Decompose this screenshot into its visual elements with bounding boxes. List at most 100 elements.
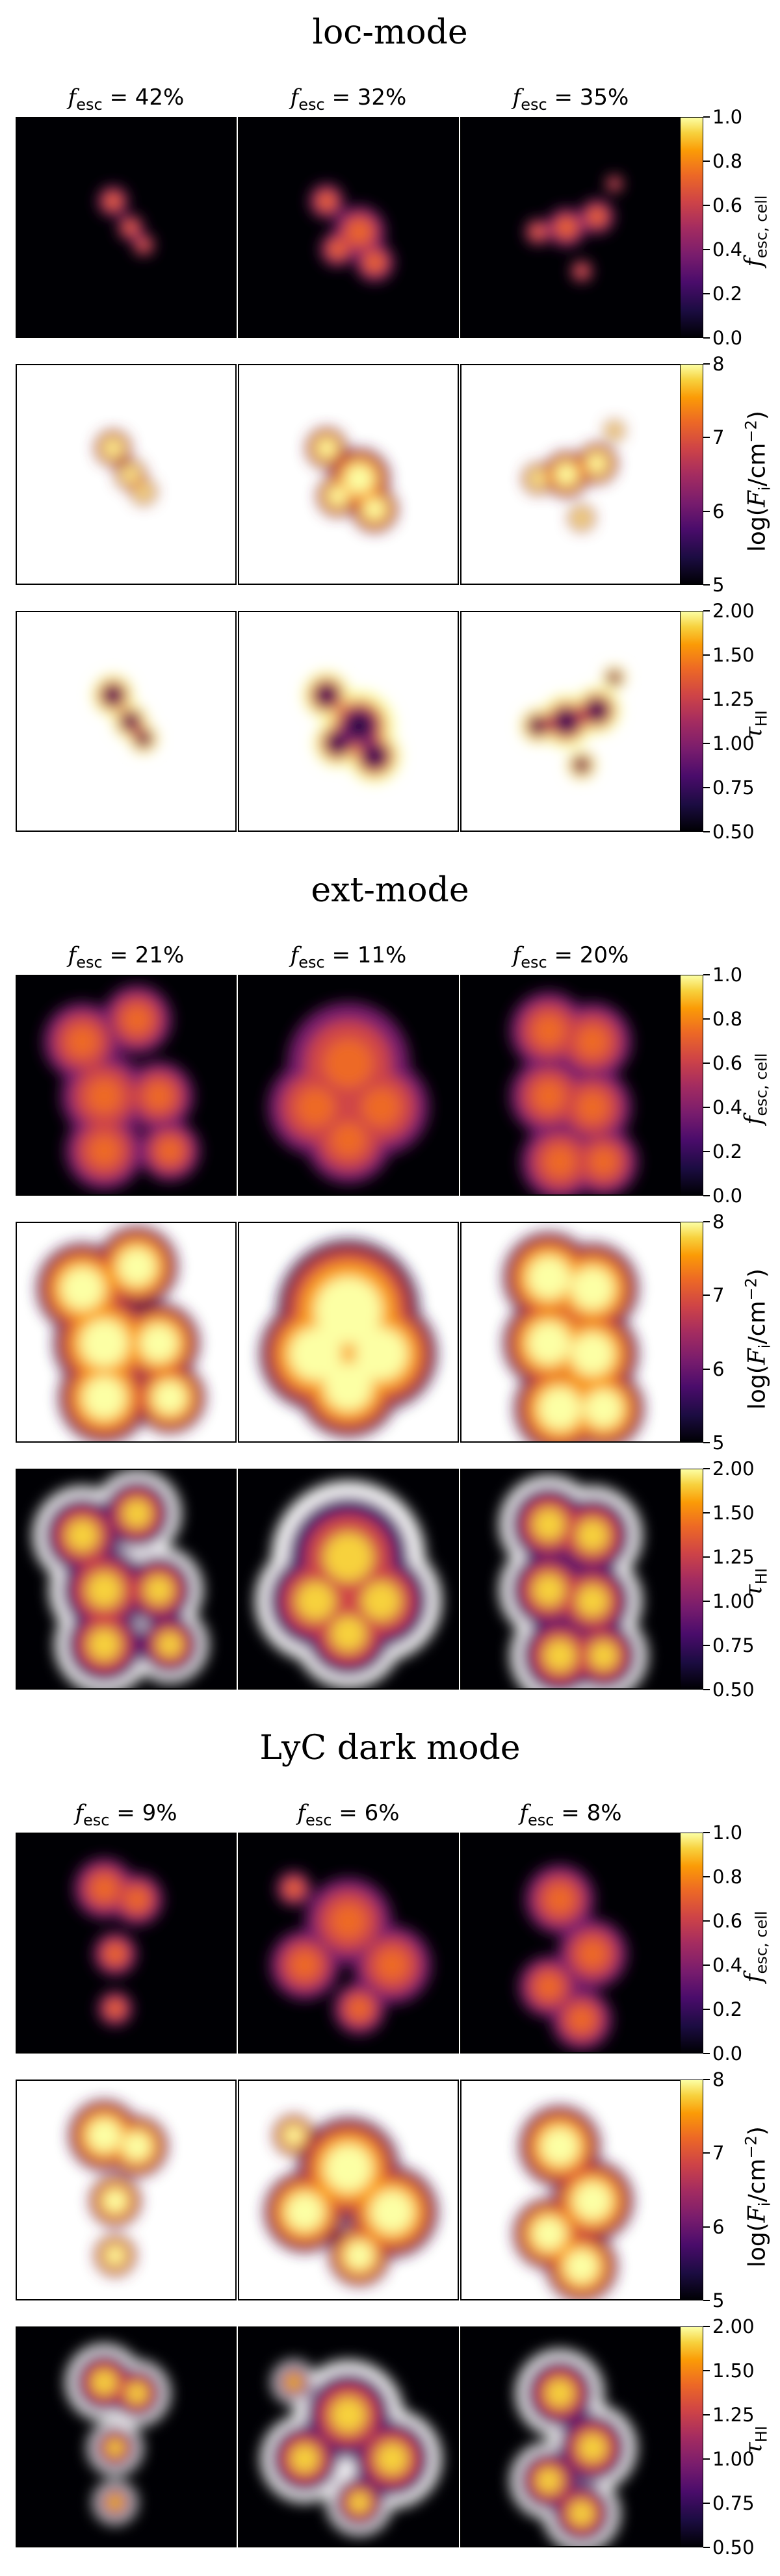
emission-blob	[137, 485, 150, 498]
colorbar-flux	[680, 1222, 703, 1443]
emission-blob	[157, 1138, 183, 1163]
label-subscript: HI	[752, 710, 771, 727]
emission-blob	[138, 734, 149, 744]
panel-fesc_cell-3	[460, 1833, 681, 2054]
emission-blob	[118, 1247, 157, 1286]
colorbar-label-flux: log(Fi/cm−2)	[738, 2087, 777, 2308]
section-title: LyC dark mode	[259, 1729, 521, 1768]
label-subscript: esc, cell	[752, 1911, 771, 1974]
panel-flux-1	[16, 1222, 237, 1443]
colorbar-label-fesc_cell: fesc, cell	[740, 1836, 774, 2057]
emission-blob	[285, 2193, 324, 2232]
emission-blob	[584, 1389, 623, 1428]
colorbar-tick-label: 2.00	[703, 1458, 755, 1480]
colorbar-tick-label: 6	[703, 1358, 725, 1380]
panel-flux-3	[460, 364, 681, 585]
fesc-subscript: esc	[298, 953, 325, 972]
colorbar-tau	[680, 2326, 703, 2547]
fesc-value: 11%	[357, 942, 407, 968]
fesc-subscript: esc	[521, 953, 547, 972]
colorbar-tick-label: 0.75	[703, 777, 755, 799]
emission-blob	[575, 511, 588, 524]
label-symbol: F	[744, 1348, 771, 1365]
emission-blob	[123, 1499, 151, 1528]
emission-blob	[123, 1005, 151, 1034]
emission-blob	[324, 1038, 373, 1088]
panel-flux-2	[238, 364, 459, 585]
label-symbol: τ	[740, 2442, 768, 2456]
emission-blob	[139, 1324, 178, 1363]
colorbar-tick-label: 0.75	[703, 1634, 755, 1656]
emission-blob	[92, 2370, 117, 2395]
emission-blob	[324, 1363, 372, 1411]
label-unit: /cm	[744, 443, 771, 487]
colorbar-tick-label: 0.75	[703, 2492, 755, 2514]
emission-blob	[324, 2144, 372, 2193]
emission-blob	[544, 1640, 576, 1671]
fesc-symbol: f	[290, 942, 299, 968]
emission-blob	[122, 2132, 151, 2161]
colorbar-label-tau: τHI	[740, 2330, 774, 2551]
fesc-label: fesc = 11%	[238, 942, 459, 975]
emission-blob	[533, 1508, 565, 1541]
colorbar-tick-label: 8	[703, 2068, 725, 2091]
panel-tau-1	[16, 611, 237, 832]
colorbar-tick-label: 7	[703, 426, 725, 449]
label-symbol: τ	[740, 1584, 768, 1598]
panel-tau-3	[460, 1469, 681, 1690]
emission-blob	[287, 2375, 301, 2389]
emission-blob	[363, 498, 385, 521]
panel-fesc_cell-1	[16, 975, 237, 1196]
emission-blob	[108, 2002, 122, 2016]
emission-blob	[545, 2379, 574, 2408]
emission-blob	[354, 1327, 408, 1381]
fesc-value: 6%	[364, 1800, 400, 1826]
emission-blob	[88, 1135, 120, 1166]
fesc-value: 20%	[579, 942, 629, 968]
label-superscript: −2	[742, 420, 760, 443]
colorbar-tick-label: 5	[703, 2289, 725, 2312]
emission-blob	[370, 2190, 414, 2234]
colorbar-tick-label: 0.50	[703, 821, 755, 843]
emission-blob	[318, 687, 335, 703]
emission-blob	[153, 1380, 187, 1415]
emission-blob	[538, 1387, 582, 1430]
colorbar-tau	[680, 1469, 703, 1690]
label-suffix: )	[744, 2126, 771, 2136]
panel-flux-2	[238, 2080, 459, 2300]
emission-blob	[104, 439, 122, 457]
emission-blob	[348, 1998, 370, 2019]
emission-blob	[367, 254, 383, 270]
colorbar-fesc_cell	[680, 117, 703, 338]
emission-blob	[577, 1519, 608, 1551]
emission-blob	[123, 467, 138, 482]
panel-flux-1	[16, 364, 237, 585]
emission-blob	[103, 2189, 127, 2213]
emission-blob	[344, 2241, 374, 2270]
label-prefix: log(	[744, 2222, 771, 2268]
fesc-equals: =	[554, 1800, 587, 1826]
colorbar-tick-label: 8	[703, 353, 725, 375]
emission-blob	[126, 1888, 148, 1910]
emission-blob	[86, 1078, 122, 1114]
label-subscript: HI	[752, 2426, 771, 2443]
emission-blob	[105, 2246, 125, 2265]
emission-blob	[330, 735, 346, 751]
fesc-subscript: esc	[521, 95, 547, 114]
label-subscript: esc, cell	[752, 195, 771, 259]
fesc-symbol: f	[519, 1800, 528, 1826]
emission-blob	[365, 747, 384, 766]
colorbar-fesc_cell	[680, 975, 703, 1196]
emission-blob	[527, 1256, 571, 1300]
fesc-equals: =	[102, 84, 135, 110]
label-unit: /cm	[744, 2158, 771, 2202]
panel-fesc_cell-3	[460, 117, 681, 338]
colorbar-tick-label: 2.00	[703, 600, 755, 622]
emission-blob	[587, 454, 607, 473]
emission-blob	[569, 2501, 594, 2526]
emission-blob	[589, 702, 605, 719]
emission-blob	[144, 1576, 173, 1604]
emission-blob	[139, 240, 148, 250]
emission-blob	[532, 2217, 566, 2251]
fesc-symbol: f	[512, 942, 521, 968]
